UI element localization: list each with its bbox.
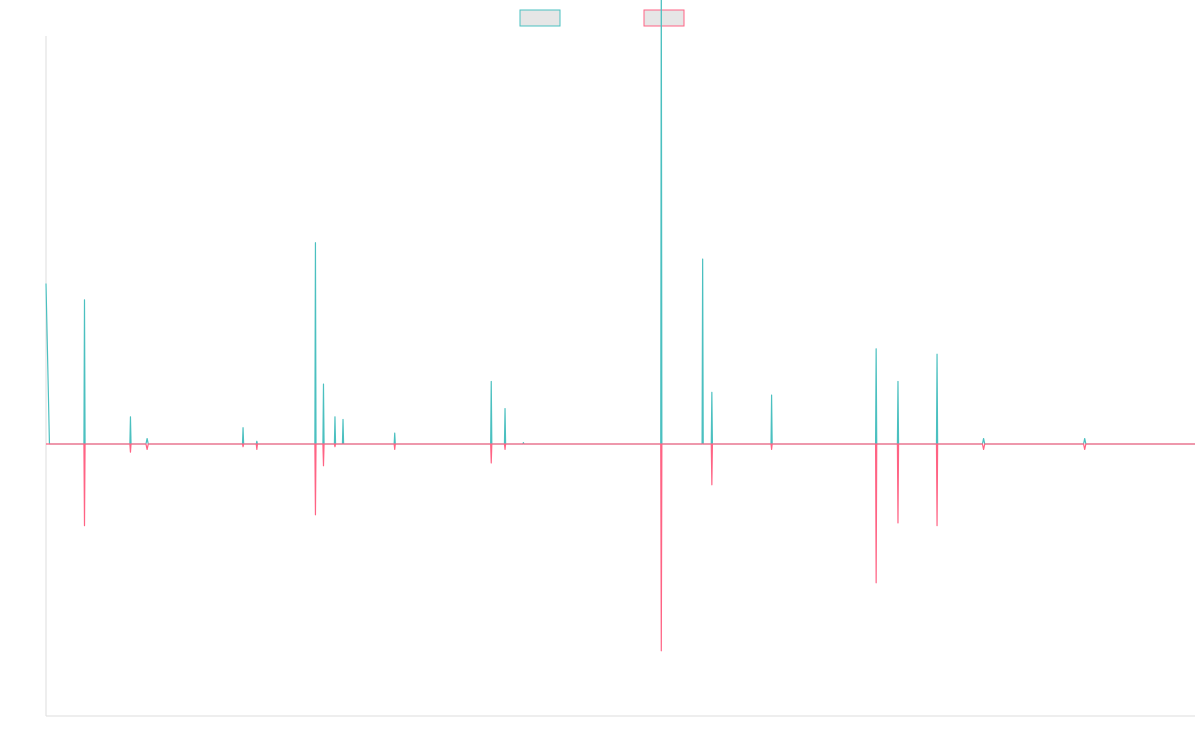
- legend-item-2[interactable]: [643, 9, 685, 27]
- axes: [45, 36, 1195, 717]
- series-line-2: [46, 443, 1195, 652]
- series-layer: [45, 0, 1195, 652]
- series-line-1: [45, 0, 1195, 445]
- legend: [519, 9, 685, 27]
- legend-swatch-1[interactable]: [519, 9, 561, 27]
- legend-swatch-2[interactable]: [643, 9, 685, 27]
- legend-item-1[interactable]: [519, 9, 561, 27]
